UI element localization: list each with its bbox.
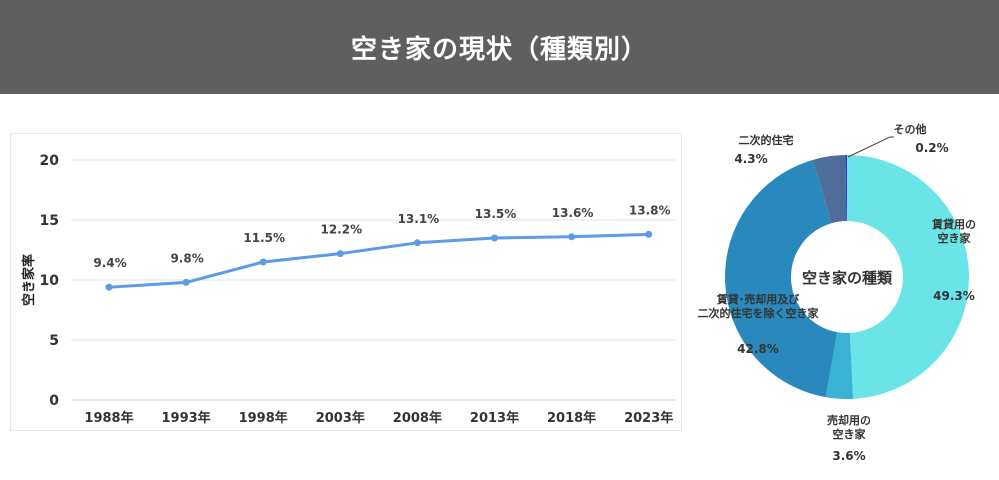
data-label: 9.4%: [93, 256, 126, 270]
slice-label: 二次的住宅: [739, 133, 794, 147]
donut-chart-panel: 空き家の種類 賃貸用の 空き家 49.3% 売却用の 空き家 3.6% 賃貸･売却用及び 二次的…: [690, 110, 999, 480]
y-tick-label: 5: [49, 333, 59, 349]
donut-slice: [725, 159, 838, 398]
x-tick-label: 2008年: [393, 410, 442, 426]
x-tick-label: 2003年: [316, 410, 365, 426]
x-tick-label: 1998年: [239, 410, 288, 426]
slice-percentage: 4.3%: [734, 152, 767, 166]
data-point: [413, 239, 421, 247]
slice-percentage: 3.6%: [832, 449, 865, 463]
slice-label: 空き家: [938, 231, 972, 245]
slice-percentage: 0.2%: [915, 141, 948, 155]
data-label: 13.8%: [629, 203, 671, 217]
donut-center-label: 空き家の種類: [802, 269, 893, 287]
slice-label: 売却用の: [827, 413, 871, 427]
page-title: 空き家の現状（種類別）: [350, 34, 648, 65]
data-point: [259, 258, 267, 266]
data-label: 13.6%: [552, 206, 594, 220]
donut-chart: 空き家の種類賃貸用の空き家49.3%売却用の空き家3.6%賃貸･売却用及び二次的…: [698, 122, 977, 463]
slice-label: 二次的住宅を除く空き家: [698, 306, 820, 320]
line-chart-panel: 0 5 10 15 20 1988年 1993年 1998年 2003年 2008年 2013年 20…: [10, 133, 682, 431]
data-label: 9.8%: [170, 251, 203, 265]
line-chart: 0 5 10 15 20 1988年 1993年 1998年 2003年 2008年 2013年 20…: [21, 153, 676, 426]
y-axis-label: 空き家率: [21, 254, 37, 306]
leader-line: [847, 136, 891, 158]
donut-slice: [847, 155, 969, 399]
donut-slice: [813, 155, 847, 224]
y-tick-label: 10: [40, 273, 60, 289]
slice-label: 空き家: [833, 427, 867, 441]
x-tick-label: 2013年: [470, 410, 519, 426]
slice-label: 賃貸用の: [931, 217, 976, 231]
donut-slice: [825, 332, 854, 399]
data-label: 13.1%: [398, 212, 440, 226]
data-label: 11.5%: [243, 231, 285, 245]
donut-slice: [845, 155, 847, 222]
data-point: [105, 283, 113, 291]
x-tick-label: 2023年: [624, 410, 673, 426]
series-line: [108, 232, 649, 289]
x-tick-label: 1988年: [84, 410, 133, 426]
data-point: [491, 234, 498, 242]
y-tick-label: 15: [40, 213, 59, 229]
data-point: [182, 278, 190, 286]
data-label: 12.2%: [320, 223, 362, 237]
slice-percentage: 42.8%: [737, 342, 779, 356]
data-point: [645, 230, 653, 238]
x-tick-label: 2018年: [547, 410, 596, 426]
x-tick-label: 1993年: [162, 410, 211, 426]
data-point: [336, 250, 344, 258]
title-bar: 空き家の現状（種類別）: [0, 0, 999, 94]
data-label: 13.5%: [475, 207, 517, 221]
slice-percentage: 49.3%: [933, 289, 975, 303]
slice-label: その他: [894, 122, 927, 136]
data-point: [568, 233, 576, 241]
y-tick-label: 0: [49, 393, 59, 409]
y-tick-label: 20: [40, 153, 60, 169]
slice-label: 賃貸･売却用及び: [716, 292, 800, 306]
